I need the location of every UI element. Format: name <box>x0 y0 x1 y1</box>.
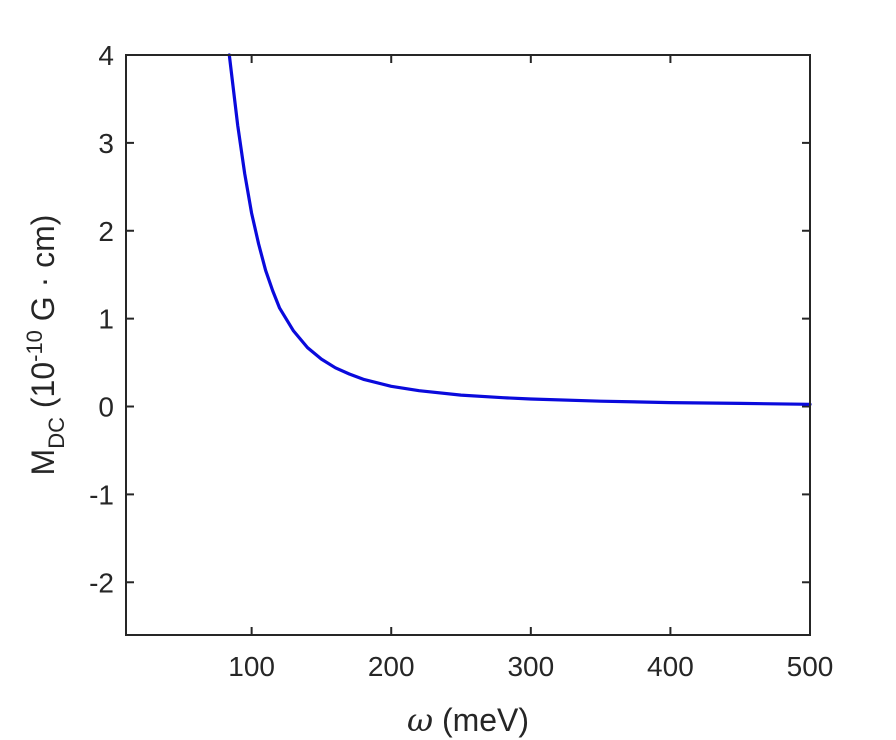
series-layer <box>227 53 812 406</box>
y-axis-symbol: M <box>25 449 61 476</box>
x-tick-label: 200 <box>368 651 415 682</box>
x-tick-label: 400 <box>647 651 694 682</box>
tick-labels: 100 200 300 400 500 -2 -1 0 1 2 3 4 <box>89 40 833 682</box>
x-axis-title: ω (meV) <box>407 701 529 739</box>
x-tick-label: 100 <box>228 651 275 682</box>
y-tick-label: 0 <box>98 392 114 423</box>
y-tick-label: -1 <box>89 479 114 510</box>
ticks <box>126 54 811 635</box>
x-axis-unit: (meV) <box>433 702 529 738</box>
series-line <box>227 53 812 406</box>
y-tick-label: 1 <box>98 304 114 335</box>
plot-frame <box>125 54 811 636</box>
y-tick-label: 2 <box>98 216 114 247</box>
y-axis-subscript: DC <box>44 417 69 449</box>
y-tick-label: 4 <box>98 40 114 71</box>
y-axis-title: MDC (10-10 G · cm) <box>22 215 69 476</box>
y-tick-label: 3 <box>98 128 114 159</box>
y-tick-label: -2 <box>89 567 114 598</box>
y-axis-exponent: -10 <box>22 330 47 362</box>
x-axis-symbol: ω <box>407 701 433 739</box>
y-axis-unit-open: (10 <box>25 362 61 417</box>
y-axis-unit-rest: G · cm) <box>25 215 61 331</box>
x-tick-label: 500 <box>787 651 834 682</box>
x-tick-label: 300 <box>507 651 554 682</box>
